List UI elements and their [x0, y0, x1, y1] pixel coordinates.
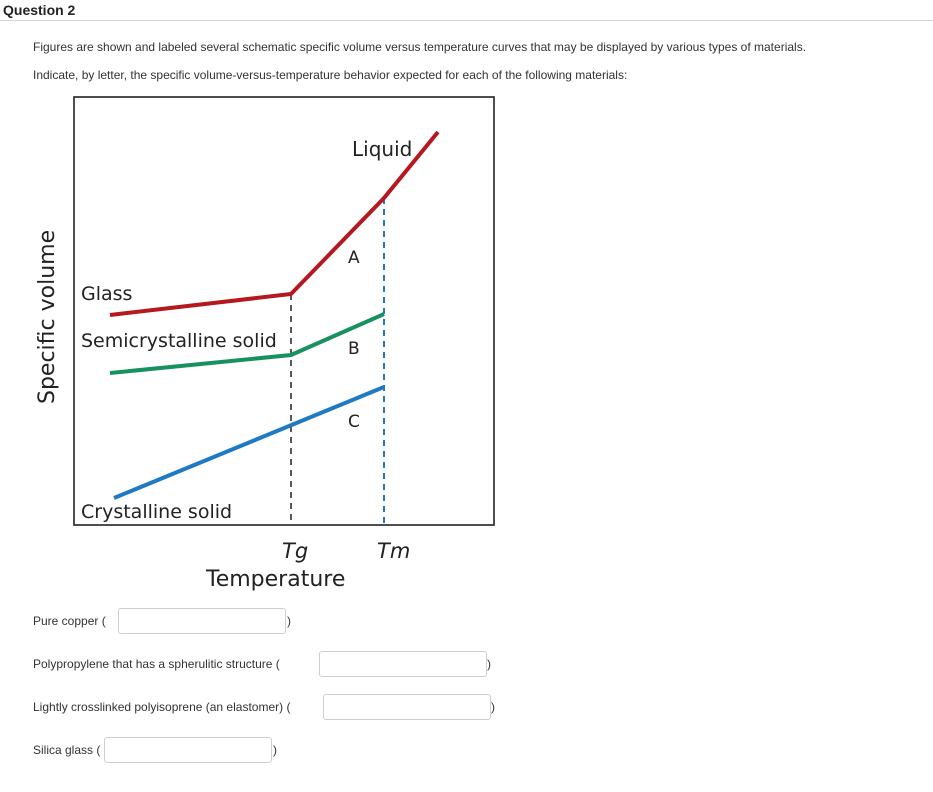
instruction-text-2: Indicate, by letter, the specific volume… [33, 68, 628, 82]
answer-label-copper: Pure copper ( [33, 614, 106, 628]
answer-label-polypropylene: Polypropylene that has a spherulitic str… [33, 657, 280, 671]
answer-label-silica-glass: Silica glass ( [33, 743, 101, 757]
answer-close-copper: ) [287, 614, 291, 628]
curve-b-line [109, 312, 385, 375]
semicrystalline-label: Semicrystalline solid [81, 330, 277, 352]
answer-input-copper[interactable] [118, 608, 286, 634]
tm-label: Tm [377, 539, 410, 563]
question-header: Question 2 [0, 0, 933, 21]
answer-close-silica-glass: ) [273, 743, 277, 757]
answer-close-polypropylene: ) [487, 657, 491, 671]
x-axis-label: Temperature [205, 567, 345, 592]
glass-label: Glass [81, 283, 132, 305]
curve-c-line [113, 385, 385, 500]
answer-label-polyisoprene: Lightly crosslinked polyisoprene (an ela… [33, 700, 291, 714]
question-title: Question 2 [3, 2, 76, 18]
instruction-text-1: Figures are shown and labeled several sc… [33, 40, 807, 54]
curve-a-label: A [348, 248, 360, 268]
answer-input-polyisoprene[interactable] [323, 694, 491, 720]
curve-c-label: C [348, 412, 360, 432]
figure-svg: Liquid A B C Glass Semicrystalline solid… [35, 96, 495, 592]
plot-frame [73, 96, 495, 526]
liquid-label: Liquid [352, 137, 412, 161]
tg-label: Tg [282, 539, 308, 563]
y-axis-label: Specific volume [35, 230, 60, 404]
specific-volume-figure: Liquid A B C Glass Semicrystalline solid… [30, 94, 500, 594]
answer-input-polypropylene[interactable] [319, 651, 487, 677]
curve-a-line [109, 130, 440, 317]
crystalline-label: Crystalline solid [81, 501, 232, 523]
answer-close-polyisoprene: ) [491, 700, 495, 714]
curve-b-label: B [348, 339, 360, 359]
answer-input-silica-glass[interactable] [104, 737, 272, 763]
